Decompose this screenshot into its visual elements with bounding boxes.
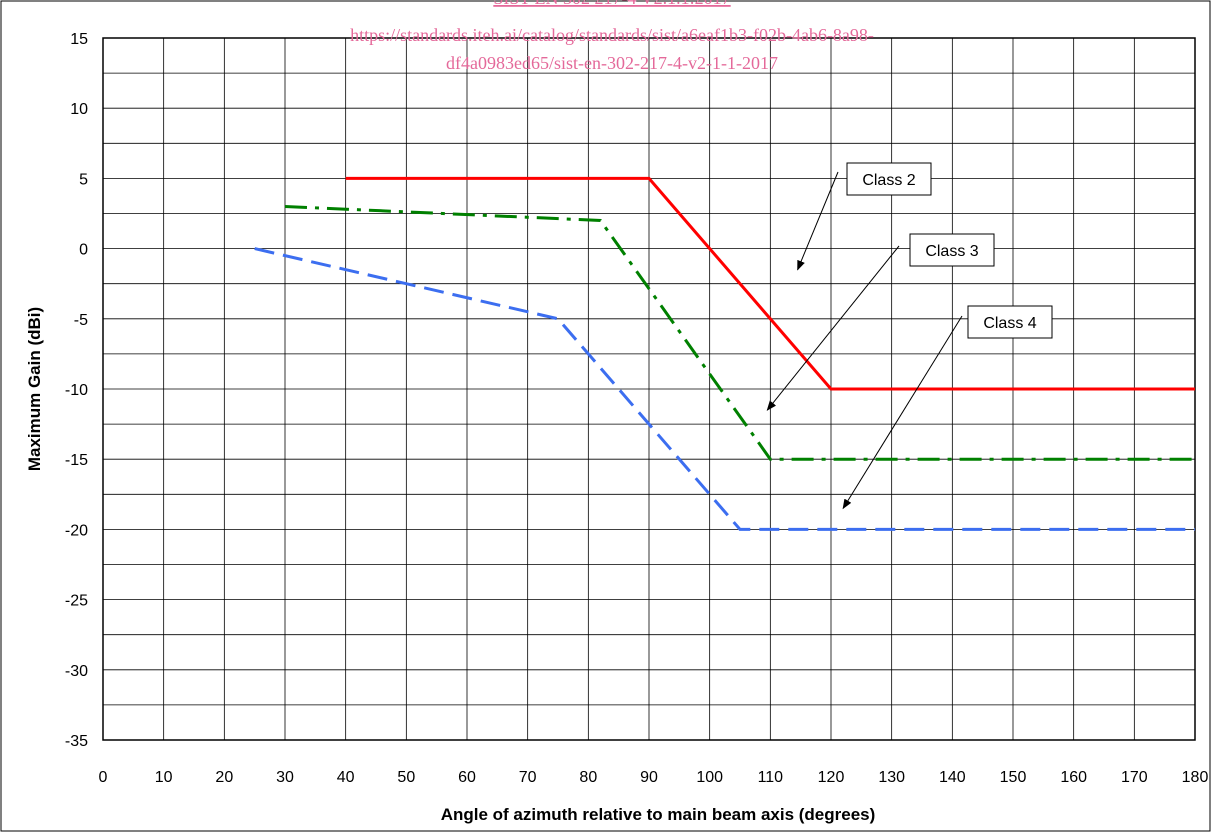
y-tick-label: -35 <box>65 733 88 750</box>
x-tick-label: 120 <box>818 769 845 786</box>
x-tick-label: 70 <box>519 769 537 786</box>
callout-box-class-3 <box>909 233 995 267</box>
x-tick-label: 80 <box>579 769 597 786</box>
tick-labels: 0 10 20 30 40 50 60 70 80 90 100 110 120 130 140 150 160… <box>65 31 1209 786</box>
series-line-class-3 <box>284 204 1195 461</box>
y-tick-label: -20 <box>65 522 88 539</box>
y-tick-label: -15 <box>65 452 88 469</box>
x-tick-label: 130 <box>878 769 905 786</box>
x-tick-label: 110 <box>758 769 784 786</box>
x-axis-title: Angle of azimuth relative to main beam a… <box>441 805 876 824</box>
watermark-line-3[interactable]: df4a0983ed65/sist-en-302-217-4-v2-1-1-20… <box>446 53 778 73</box>
callout-arrow-class-3 <box>766 245 900 411</box>
callout-arrow-class-2 <box>797 171 839 271</box>
callout-arrow-class-4 <box>842 315 963 510</box>
y-tick-label: 15 <box>70 31 88 48</box>
y-tick-label: -5 <box>74 312 88 329</box>
y-tick-label: -10 <box>65 382 88 399</box>
y-tick-label: 10 <box>70 101 88 118</box>
callout-label-class-4: Class 4 <box>983 315 1036 332</box>
x-tick-label: 150 <box>1000 769 1027 786</box>
series-layer <box>254 176 1195 531</box>
x-tick-label: 100 <box>696 769 723 786</box>
callouts: Class 2 Class 3 Class 4 <box>766 162 1053 510</box>
callout-label-class-2: Class 2 <box>862 172 915 189</box>
watermark-line-2[interactable]: https://standards.iteh.ai/catalog/standa… <box>350 25 874 45</box>
y-tick-label: 5 <box>79 171 88 188</box>
x-tick-label: 170 <box>1121 769 1148 786</box>
callout-label-class-3: Class 3 <box>925 243 978 260</box>
x-tick-label: 30 <box>276 769 294 786</box>
x-tick-label: 90 <box>640 769 658 786</box>
series-line-class-4 <box>254 247 1195 531</box>
series-line-class-2 <box>345 176 1195 391</box>
x-tick-label: 140 <box>939 769 966 786</box>
y-tick-label: 0 <box>79 242 88 259</box>
x-tick-label: 50 <box>397 769 415 786</box>
x-tick-label: 20 <box>215 769 233 786</box>
x-tick-label: 60 <box>458 769 476 786</box>
x-tick-label: 10 <box>155 769 173 786</box>
x-tick-label: 180 <box>1182 769 1209 786</box>
watermark-line-1[interactable]: SIST EN 302 217-4 V2.1.1:2017 <box>493 0 730 8</box>
y-axis-title: Maximum Gain (dBi) <box>25 307 44 471</box>
y-tick-label: -25 <box>65 593 88 610</box>
callout-box-class-2 <box>846 162 932 196</box>
x-tick-label: 160 <box>1060 769 1087 786</box>
y-tick-label: -30 <box>65 663 88 680</box>
x-tick-label: 40 <box>337 769 355 786</box>
callout-box-class-4 <box>967 305 1053 339</box>
x-tick-label: 0 <box>99 769 108 786</box>
